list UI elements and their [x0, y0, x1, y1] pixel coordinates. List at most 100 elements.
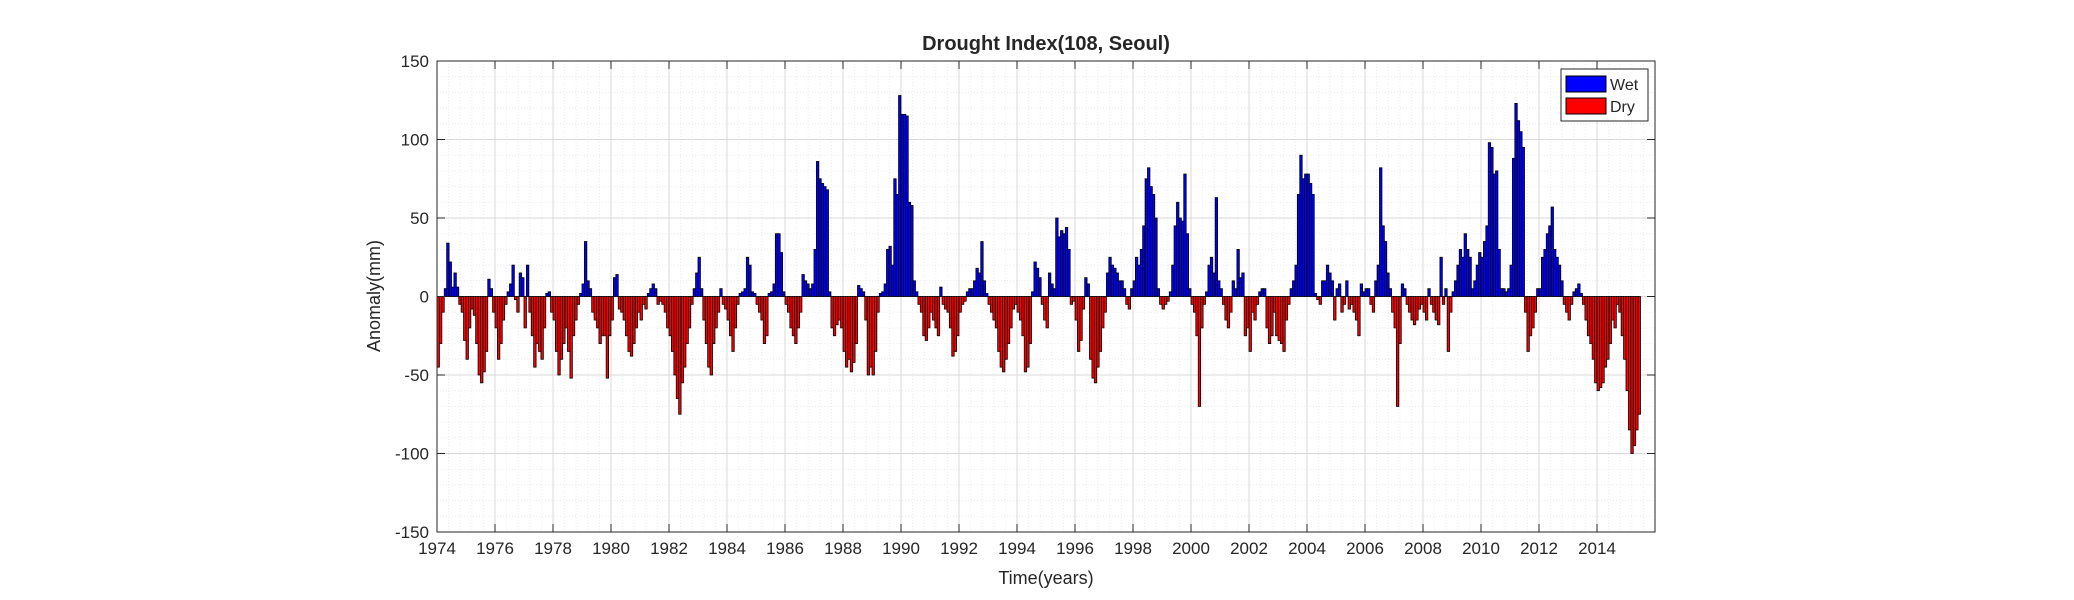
dry-bar — [1229, 296, 1233, 313]
wet-bar — [455, 286, 460, 297]
dry-bar — [605, 296, 609, 379]
wet-bar — [526, 264, 530, 297]
wet-bar — [588, 288, 593, 297]
dry-bar — [1441, 296, 1446, 305]
dry-bar — [1446, 296, 1450, 352]
y-tick-label: -100 — [395, 445, 429, 464]
wet-bar — [1122, 288, 1127, 297]
x-axis-label: Time(years) — [998, 568, 1093, 588]
dry-bar — [523, 296, 527, 329]
x-tick-label: 1982 — [650, 539, 688, 558]
chart-title: Drought Index(108, Seoul) — [922, 33, 1170, 55]
wet-bar — [753, 292, 757, 297]
y-tick-label: 50 — [410, 209, 429, 228]
dry-bar — [1284, 296, 1289, 321]
x-tick-label: 1998 — [1114, 539, 1152, 558]
x-tick-label: 2006 — [1346, 539, 1384, 558]
dry-bar — [1282, 296, 1286, 352]
y-tick-label: 150 — [401, 52, 429, 71]
dry-bar — [1449, 296, 1453, 313]
wet-bar — [654, 288, 658, 297]
dry-bar — [799, 296, 803, 313]
dry-bar — [1396, 296, 1400, 407]
dry-bar — [504, 296, 508, 305]
wet-bar — [915, 291, 919, 297]
dry-bar — [854, 296, 858, 344]
wet-bar — [1236, 248, 1240, 297]
wet-bar — [910, 205, 914, 297]
x-tick-label: 1992 — [940, 539, 978, 558]
wet-bar — [1311, 194, 1315, 297]
x-tick-label: 1994 — [998, 539, 1036, 558]
dry-bar — [1342, 296, 1347, 305]
legend-label-dry: Dry — [1610, 99, 1635, 116]
wet-bar — [985, 292, 989, 297]
wet-bar — [1241, 272, 1245, 297]
wet-bar — [448, 261, 452, 297]
x-tick-label: 2000 — [1172, 539, 1210, 558]
dry-bar — [733, 296, 738, 329]
dry-bar — [963, 296, 967, 302]
x-tick-label: 1986 — [766, 539, 804, 558]
dry-bar — [501, 296, 506, 321]
dry-bar — [1127, 296, 1131, 310]
dry-bar — [1287, 296, 1291, 305]
dry-bar — [644, 296, 648, 310]
dry-bar — [1255, 296, 1260, 305]
wet-bar — [487, 278, 491, 297]
dry-bar — [1197, 296, 1202, 407]
wet-bar — [828, 291, 832, 297]
wet-bar — [748, 264, 752, 297]
dry-bar — [1437, 296, 1441, 326]
wet-bar — [982, 280, 986, 297]
wet-bar — [1388, 288, 1392, 297]
dry-bar — [542, 296, 547, 329]
dry-bar — [484, 296, 489, 352]
dry-bar — [716, 296, 721, 313]
wet-bar — [1521, 146, 1525, 297]
wet-bar — [700, 288, 704, 297]
dry-bar — [690, 296, 694, 305]
x-tick-label: 2010 — [1462, 539, 1500, 558]
dry-bar — [1081, 296, 1086, 310]
wet-bar — [1403, 288, 1407, 297]
wet-bar — [1345, 280, 1349, 297]
wet-bar — [584, 241, 588, 297]
dry-bar — [1103, 296, 1107, 313]
x-tick-label: 2008 — [1404, 539, 1442, 558]
dry-bar — [1009, 296, 1013, 329]
wet-bar — [1188, 288, 1192, 297]
dry-bar — [736, 296, 740, 305]
wet-bar — [1330, 280, 1334, 297]
wet-bar — [547, 291, 551, 297]
dry-bar — [1079, 296, 1083, 341]
dry-bar — [1200, 296, 1204, 329]
dry-bar — [936, 296, 941, 337]
x-tick-label: 2004 — [1288, 539, 1326, 558]
x-axis-tick-labels: 1974 1976 1978 1980 1982 1984 1986 1988 1990 1992… — [418, 539, 1616, 558]
wet-bar — [1577, 283, 1581, 297]
axis-ticks — [436, 60, 1655, 533]
wet-bar — [1313, 292, 1318, 297]
dry-bar — [1166, 296, 1170, 302]
dry-bar — [1318, 296, 1322, 305]
wet-bar — [1439, 256, 1443, 297]
dry-bar — [876, 296, 880, 313]
wet-bar — [1367, 288, 1371, 297]
dry-bar — [1425, 296, 1429, 321]
wet-bar — [1214, 197, 1218, 297]
legend-label-wet: Wet — [1610, 77, 1639, 94]
wet-bar — [1444, 288, 1448, 297]
wet-bar — [453, 272, 457, 297]
dry-bar — [1333, 296, 1337, 321]
x-tick-label: 1990 — [882, 539, 920, 558]
dry-bar — [516, 296, 520, 313]
wet-bar — [779, 252, 783, 297]
wet-bar — [1263, 288, 1267, 297]
x-tick-label: 1978 — [534, 539, 572, 558]
wet-bar — [782, 291, 786, 297]
dry-bar — [956, 296, 960, 337]
dry-bar — [1270, 296, 1274, 337]
wet-bar — [1386, 272, 1390, 297]
